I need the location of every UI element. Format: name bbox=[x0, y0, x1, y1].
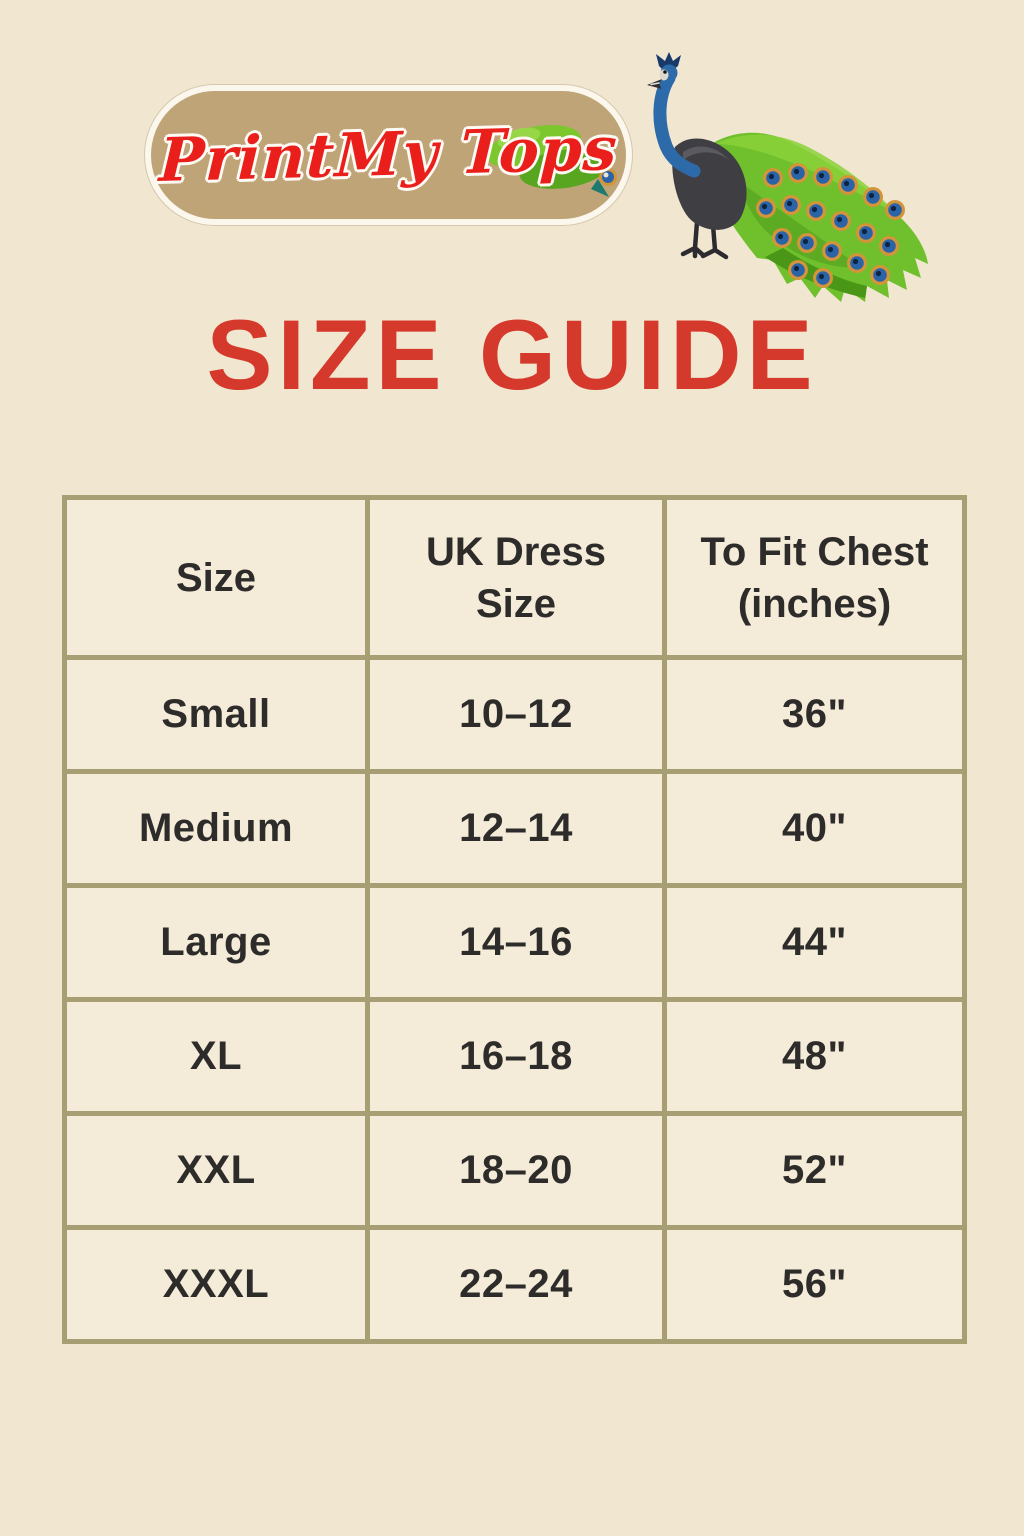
table-row: XXXL 22–24 56" bbox=[62, 1225, 967, 1344]
size-guide-table: Size UK Dress Size To Fit Chest (inches)… bbox=[62, 495, 967, 1344]
cell-uk-dress-size: 12–14 bbox=[365, 769, 667, 888]
cell-chest: 44" bbox=[662, 883, 967, 1002]
cell-chest: 56" bbox=[662, 1225, 967, 1344]
cell-chest: 52" bbox=[662, 1111, 967, 1230]
cell-chest: 48" bbox=[662, 997, 967, 1116]
cell-size: Medium bbox=[62, 769, 370, 888]
cell-uk-dress-size: 14–16 bbox=[365, 883, 667, 1002]
cell-uk-dress-size: 22–24 bbox=[365, 1225, 667, 1344]
peacock-tail-leaf-icon bbox=[486, 125, 617, 197]
cell-chest: 36" bbox=[662, 655, 967, 774]
cell-uk-dress-size: 10–12 bbox=[365, 655, 667, 774]
table-row: Large 14–16 44" bbox=[62, 883, 967, 1002]
cell-uk-dress-size: 16–18 bbox=[365, 997, 667, 1116]
table-wrap: Size UK Dress Size To Fit Chest (inches)… bbox=[62, 495, 967, 1344]
table-row: Small 10–12 36" bbox=[62, 655, 967, 774]
brand-name: PrintMy Tops bbox=[157, 113, 620, 197]
brand-badge: PrintMy Tops bbox=[145, 85, 632, 225]
cell-size: Large bbox=[62, 883, 370, 1002]
header-row: Size UK Dress Size To Fit Chest (inches) bbox=[62, 495, 967, 660]
table-row: Medium 12–14 40" bbox=[62, 769, 967, 888]
column-header-chest: To Fit Chest (inches) bbox=[662, 495, 967, 660]
cell-uk-dress-size: 18–20 bbox=[365, 1111, 667, 1230]
cell-chest: 40" bbox=[662, 769, 967, 888]
table-row: XXL 18–20 52" bbox=[62, 1111, 967, 1230]
column-header-uk-dress-size: UK Dress Size bbox=[365, 495, 667, 660]
cell-size: XXXL bbox=[62, 1225, 370, 1344]
page-title: SIZE GUIDE bbox=[206, 299, 818, 410]
peacock-icon bbox=[647, 52, 928, 302]
table-row: XL 16–18 48" bbox=[62, 997, 967, 1116]
cell-size: XXL bbox=[62, 1111, 370, 1230]
cell-size: XL bbox=[62, 997, 370, 1116]
column-header-size: Size bbox=[62, 495, 370, 660]
cell-size: Small bbox=[62, 655, 370, 774]
